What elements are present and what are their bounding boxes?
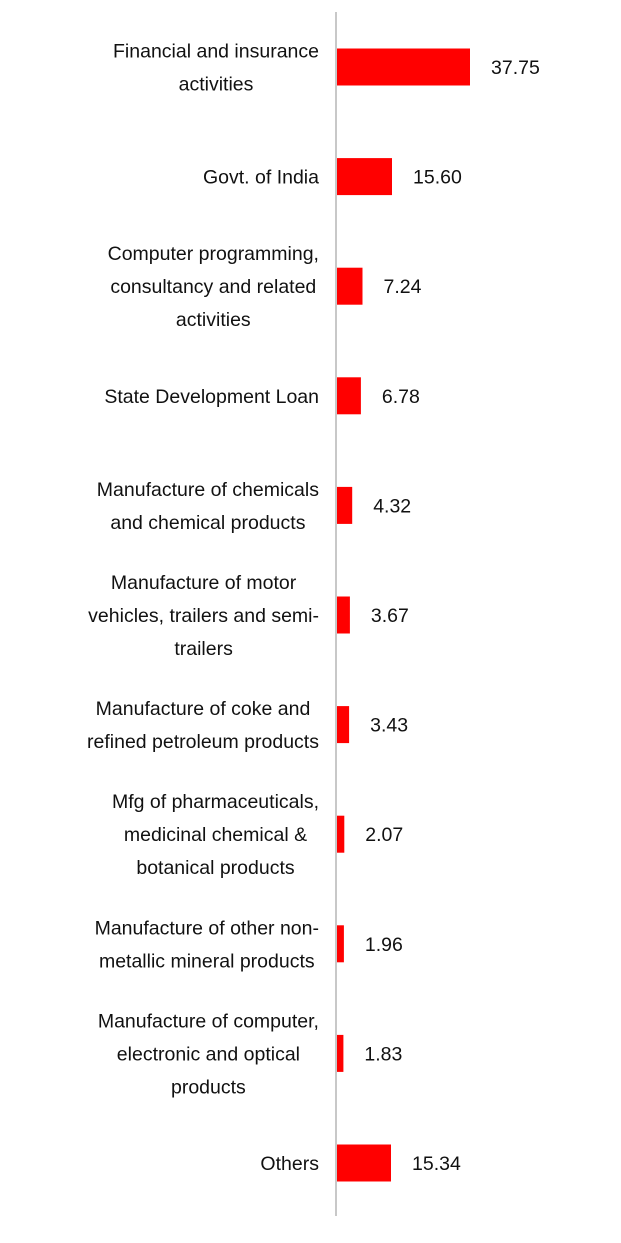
category-label-5-line-1: vehicles, trailers and semi- [88, 605, 319, 627]
bar-1 [337, 158, 392, 196]
category-label-2-line-2: activities [176, 309, 251, 331]
value-label-8: 1.96 [365, 934, 403, 956]
bar-6 [337, 706, 350, 744]
category-label-9-line-0: Manufacture of computer, [98, 1010, 319, 1032]
category-label-8-line-1: metallic mineral products [99, 950, 315, 972]
value-label-0: 37.75 [491, 57, 540, 79]
bar-9 [337, 1034, 344, 1072]
category-label-9-line-1: electronic and optical [117, 1043, 300, 1065]
category-label-0-line-0: Financial and insurance [113, 41, 319, 63]
value-label-9: 1.83 [364, 1043, 402, 1065]
category-label-2-line-1: consultancy and related [110, 276, 316, 298]
bar-7 [337, 815, 345, 853]
category-label-9-line-2: products [171, 1076, 246, 1098]
category-label-7-line-1: medicinal chemical & [124, 824, 307, 846]
value-label-3: 6.78 [382, 386, 420, 408]
category-label-10-line-0: Others [260, 1153, 319, 1175]
bar-0 [337, 48, 470, 86]
bar-8 [337, 925, 344, 963]
bar-10 [337, 1144, 391, 1182]
value-label-7: 2.07 [365, 824, 403, 846]
value-label-1: 15.60 [413, 167, 462, 189]
bar-4 [337, 486, 353, 524]
category-label-5-line-2: trailers [174, 638, 233, 660]
bar-2 [337, 267, 363, 305]
bars-group [337, 48, 470, 1182]
value-label-5: 3.67 [371, 605, 409, 627]
value-labels-group: 37.75 15.60 7.24 6.78 4.32 3.67 3.43 2.07 1.96 1.… [364, 57, 540, 1175]
category-label-6-line-0: Manufacture of coke and [96, 698, 311, 720]
category-label-6-line-1: refined petroleum products [87, 731, 319, 753]
category-label-1-line-0: Govt. of India [203, 167, 319, 189]
category-label-2-line-0: Computer programming, [108, 243, 319, 265]
category-label-5-line-0: Manufacture of motor [111, 572, 297, 594]
category-label-4-line-1: and chemical products [110, 512, 305, 534]
category-label-7-line-2: botanical products [136, 857, 295, 879]
category-labels-group: Financial and insurance activities Govt. o… [87, 41, 319, 1176]
value-label-2: 7.24 [384, 276, 422, 298]
bar-5 [337, 596, 350, 634]
category-label-0-line-1: activities [179, 74, 254, 96]
category-label-7-line-0: Mfg of pharmaceuticals, [112, 791, 319, 813]
value-label-6: 3.43 [370, 715, 408, 737]
bar-3 [337, 377, 361, 415]
category-label-4-line-0: Manufacture of chemicals [97, 479, 319, 501]
value-label-10: 15.34 [412, 1153, 461, 1175]
category-label-8-line-0: Manufacture of other non- [95, 917, 319, 939]
value-label-4: 4.32 [373, 495, 411, 517]
category-label-3-line-0: State Development Loan [104, 386, 319, 408]
